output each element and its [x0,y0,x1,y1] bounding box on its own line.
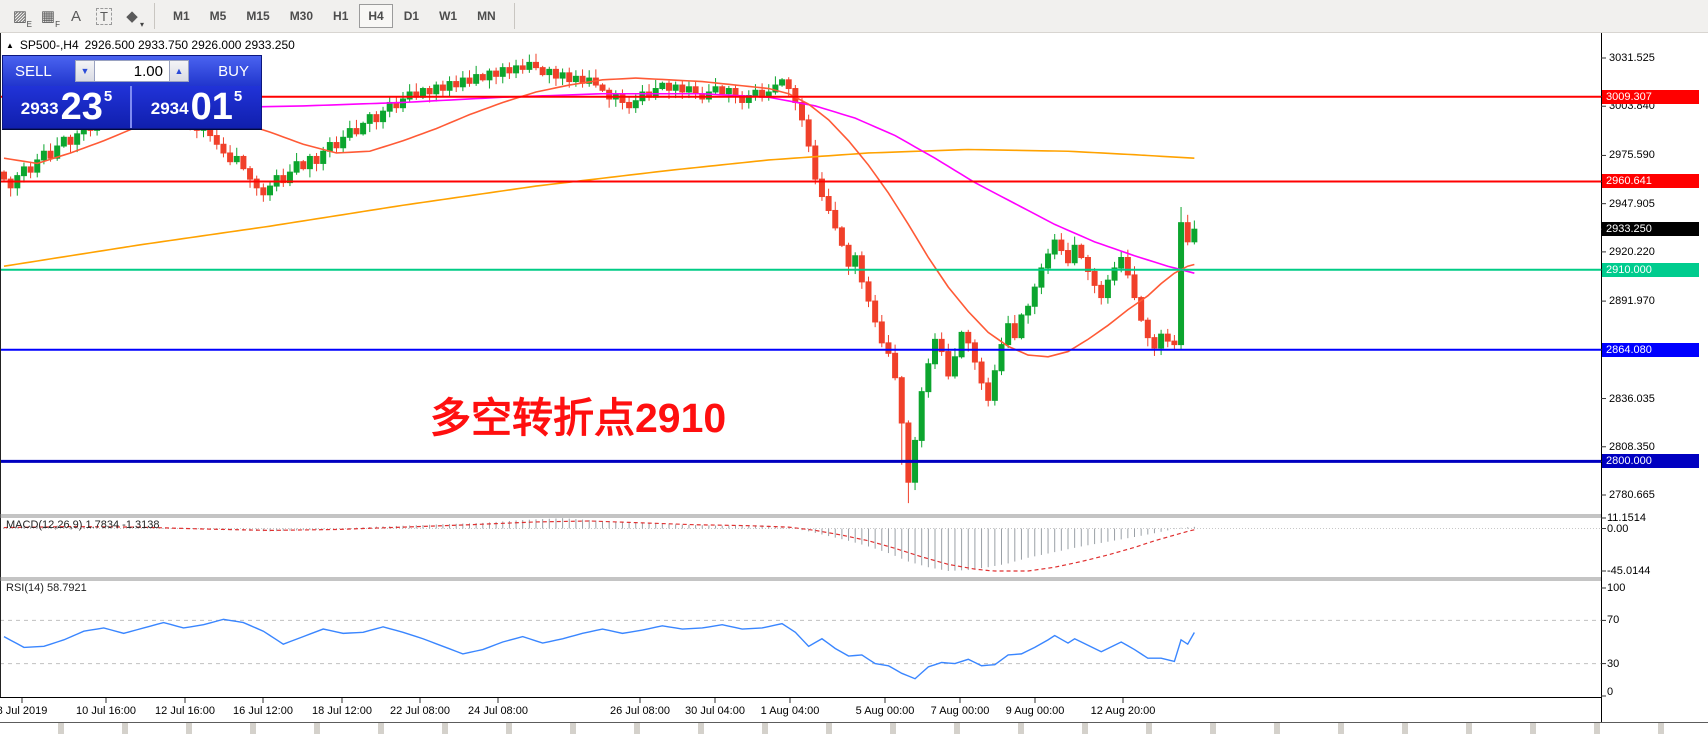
timeframe-button-M1[interactable]: M1 [173,9,190,23]
macd-axis-label: 11.1514 [1607,512,1646,524]
timeframe-button-H4[interactable]: H4 [359,4,393,28]
volume-input[interactable] [95,60,169,82]
price-axis-tick: 2780.665 [1609,488,1655,501]
price-axis-tick: 2920.220 [1609,245,1655,258]
time-axis-label: 12 Jul 16:00 [155,705,215,717]
sell-price-pip: 5 [103,88,113,105]
price-axis-tick: 2975.590 [1609,149,1655,162]
buy-button[interactable]: BUY [201,63,249,80]
rsi-axis-label: 70 [1607,614,1620,627]
toolbar-separator [154,3,155,29]
timeframe-button-W1[interactable]: W1 [439,9,458,23]
top-toolbar: ▨ E ▦ F A T ◆ ▾ M1 M5 M15 M30 H1 H4 D1 W1 MN [0,0,1708,33]
text-label-icon[interactable]: A [70,7,81,25]
volume-stepper: ▼ ▲ [75,60,189,82]
time-axis-label: 7 Aug 00:00 [930,705,990,717]
rsi-indicator-label: RSI(14) 58.7921 [6,582,87,594]
timeframe-button-M30[interactable]: M30 [289,9,314,23]
grid-pattern-icon[interactable]: ▦ F [40,8,60,29]
sell-price-area[interactable]: 2933 23 5 [3,86,132,128]
time-axis-label: 10 Jul 16:00 [76,705,136,717]
timeframe-button-M5[interactable]: M5 [209,9,227,23]
buy-price-stem: 2934 [150,99,189,118]
trade-panel-price-row: 2933 23 5 2934 01 5 [3,86,261,128]
indicators-hatch-icon[interactable]: ▨ E [12,8,32,29]
price-axis-tick: 2808.350 [1609,440,1655,453]
ohlc-values: 2926.500 2933.750 2926.000 2933.250 [84,38,295,52]
current-price-badge: 2933.250 [1602,222,1699,237]
trade-panel-top-row: SELL ▼ ▲ BUY [3,56,261,86]
rsi-axis-label: 100 [1607,582,1626,594]
timeframe-button-MN[interactable]: MN [477,9,496,23]
time-axis-label: 1 Aug 04:00 [760,705,820,717]
price-level-badge: 2960.641 [1602,174,1699,189]
macd-axis-label: -45.0144 [1607,565,1651,577]
macd-axis-label: 0.00 [1607,522,1629,535]
time-axis-label: 5 Aug 00:00 [855,705,915,717]
shapes-dropdown-icon[interactable]: ◆ ▾ [126,8,144,29]
sell-price-stem: 2933 [20,99,59,118]
bottom-window-edge [0,722,1708,734]
price-axis-tick: 3031.525 [1609,52,1655,64]
buy-price-area[interactable]: 2934 01 5 [132,86,261,128]
buy-price-big-digits: 01 [190,85,233,128]
time-axis-label: 18 Jul 12:00 [312,705,372,717]
time-axis-label: 16 Jul 12:00 [233,705,293,717]
timeframe-button-M15[interactable]: M15 [246,9,270,23]
time-axis-label: 9 Aug 00:00 [1005,705,1065,717]
time-axis-label: 26 Jul 08:00 [610,705,670,717]
volume-increase-button[interactable]: ▲ [169,60,189,82]
time-axis-label: 30 Jul 04:00 [685,705,745,717]
price-level-badge: 2910.000 [1602,262,1699,277]
rsi-axis-label: 30 [1607,657,1620,670]
sell-price-big-digits: 23 [60,85,103,128]
price-axis-tick: 2947.905 [1609,197,1655,210]
time-axis-label: 22 Jul 08:00 [390,705,450,717]
timeframe-button-D1[interactable]: D1 [403,9,420,23]
rsi-axis-label: 0 [1607,686,1614,698]
chart-header: ▲ SP500-,H4 2926.500 2933.750 2926.000 2… [6,38,295,52]
sell-button[interactable]: SELL [15,63,67,80]
time-axis-label: 8 Jul 2019 [0,705,48,717]
timeframe-button-H1[interactable]: H1 [333,9,349,23]
time-axis-label: 24 Jul 08:00 [468,705,528,717]
one-click-trade-panel: SELL ▼ ▲ BUY 2933 23 5 2934 01 5 [2,55,262,129]
buy-price-pip: 5 [233,88,243,105]
macd-indicator-label: MACD(12,26,9) 1.7834 -1.3138 [6,519,160,531]
price-level-badge: 2864.080 [1602,342,1699,357]
time-axis-label: 12 Aug 20:00 [1090,705,1156,717]
price-axis-tick: 2836.035 [1609,392,1655,405]
price-axis-tick: 2891.970 [1609,295,1655,308]
collapse-arrow-icon[interactable]: ▲ [6,40,14,50]
volume-decrease-button[interactable]: ▼ [75,60,95,82]
price-level-badge: 3009.307 [1602,89,1699,104]
symbol-period-label: SP500-,H4 [19,38,79,52]
price-level-badge: 2800.000 [1602,454,1699,469]
text-box-icon[interactable]: T [90,3,118,29]
toolbar-separator [513,3,515,29]
chart-text-annotation: 多空转折点2910 [430,395,727,441]
